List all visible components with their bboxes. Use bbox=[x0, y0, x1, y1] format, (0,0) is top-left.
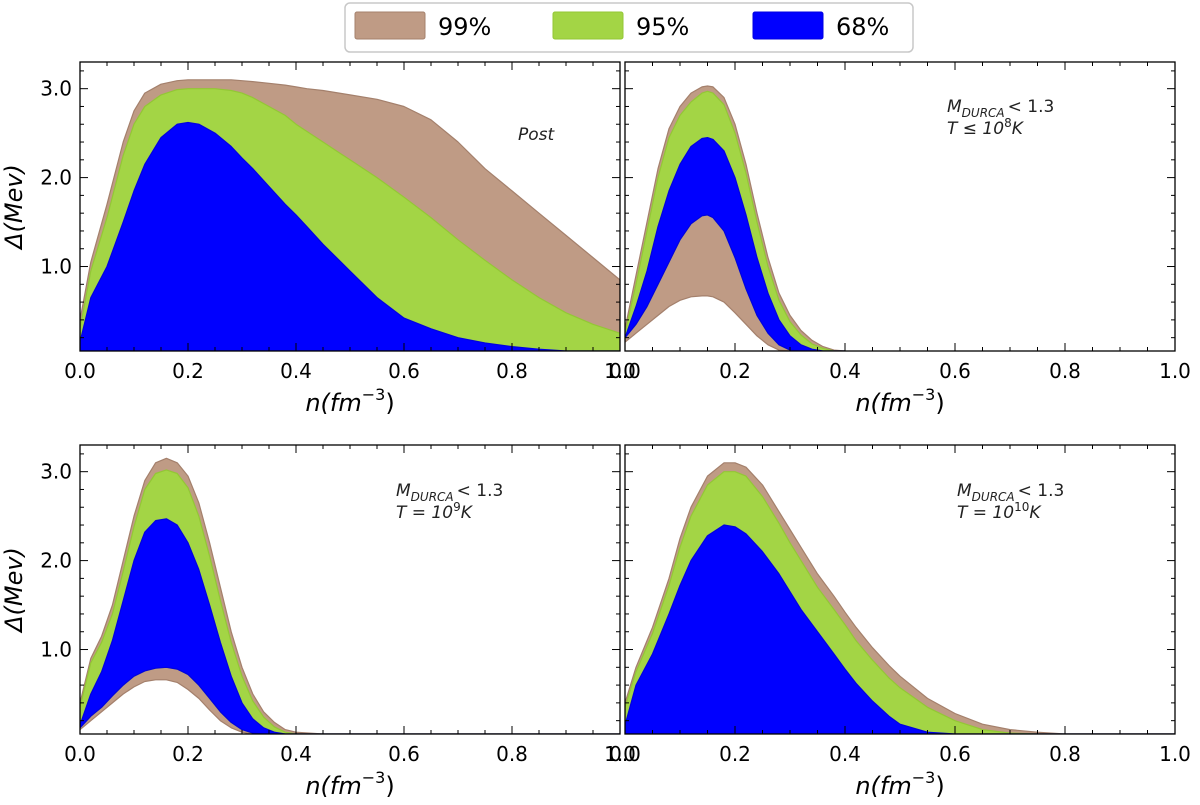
tick-marks bbox=[79, 445, 621, 734]
legend-label-68: 68% bbox=[836, 13, 889, 41]
y-axis-label: Δ(Mev) bbox=[0, 547, 28, 634]
x-tick-label: 0.4 bbox=[280, 359, 312, 383]
x-tick-label: 0.0 bbox=[609, 742, 641, 766]
x-axis-label: n(fm−3) bbox=[855, 768, 944, 800]
band-68-top-left bbox=[80, 121, 620, 351]
band-68-bottom-right bbox=[625, 524, 1175, 734]
x-tick-label: 1.0 bbox=[1159, 742, 1191, 766]
band-68-top-right bbox=[625, 137, 846, 351]
x-tick-label: 0.6 bbox=[939, 742, 971, 766]
y-axis-label: Δ(Mev) bbox=[0, 164, 28, 251]
panel-annotation: Post bbox=[518, 125, 556, 145]
legend-swatch-99 bbox=[354, 11, 426, 40]
annotation-temperature: T = 1010K bbox=[957, 500, 1042, 523]
x-tick-label: 0.6 bbox=[388, 359, 420, 383]
tick-marks bbox=[79, 62, 621, 351]
x-tick-label: 0.4 bbox=[280, 742, 312, 766]
x-tick-label: 0.8 bbox=[1049, 742, 1081, 766]
bands bbox=[80, 457, 620, 734]
y-tick-label: 2.0 bbox=[40, 549, 72, 573]
panel-top-right: 0.0 0.2 0.4 0.6 0.8 1.0 n(fm−3) MDURCA < 1.3T ≤ … bbox=[609, 61, 1191, 417]
bands bbox=[625, 85, 846, 351]
band-68-bottom-left bbox=[80, 518, 620, 734]
x-tick-label: 0.0 bbox=[64, 742, 96, 766]
x-tick-label: 0.6 bbox=[939, 359, 971, 383]
x-tick-label: 1.0 bbox=[604, 742, 636, 766]
y-tick-label: 1.0 bbox=[40, 638, 72, 662]
panel-bottom-left: 0.0 0.2 0.4 0.6 0.8 1.0 1.0 2.0 3.0 n(fm−3) Δ(Mev)… bbox=[0, 444, 636, 800]
x-tick-label: 0.0 bbox=[64, 359, 96, 383]
annotation-mdurca: MDURCA < 1.3 bbox=[396, 481, 503, 504]
x-tick-label: 0.4 bbox=[829, 742, 861, 766]
bands bbox=[625, 462, 1175, 734]
panels: 0.0 0.2 0.4 0.6 0.8 1.0 1.0 2.0 3.0 n(fm−3) Δ(Mev)… bbox=[0, 61, 1191, 800]
y-tick-label: 1.0 bbox=[40, 255, 72, 279]
x-tick-label: 0.2 bbox=[172, 742, 204, 766]
x-tick-label: 0.6 bbox=[388, 742, 420, 766]
annotation-temperature: T ≤ 108K bbox=[947, 116, 1025, 139]
x-tick-label: 1.0 bbox=[604, 359, 636, 383]
x-axis-label: n(fm−3) bbox=[305, 768, 394, 800]
x-tick-label: 0.2 bbox=[719, 359, 751, 383]
panel-top-left: 0.0 0.2 0.4 0.6 0.8 1.0 1.0 2.0 3.0 n(fm−3) Δ(Mev)… bbox=[0, 61, 636, 417]
x-tick-label: 0.0 bbox=[609, 359, 641, 383]
x-tick-label: 0.4 bbox=[829, 359, 861, 383]
y-tick-label: 3.0 bbox=[40, 460, 72, 484]
annotation-temperature: T = 109K bbox=[396, 500, 474, 523]
annotation-mdurca: MDURCA < 1.3 bbox=[947, 97, 1054, 120]
legend-label-95: 95% bbox=[636, 13, 689, 41]
y-tick-label: 2.0 bbox=[40, 166, 72, 190]
tick-marks bbox=[624, 445, 1176, 734]
legend-frame bbox=[344, 2, 914, 53]
tick-marks bbox=[624, 62, 1176, 351]
bands bbox=[80, 79, 620, 351]
x-tick-label: 0.8 bbox=[1049, 359, 1081, 383]
x-tick-label: 0.8 bbox=[496, 359, 528, 383]
x-tick-label: 0.2 bbox=[719, 742, 751, 766]
legend-swatch-95 bbox=[552, 11, 624, 40]
x-axis-label: n(fm−3) bbox=[305, 385, 394, 417]
panel-bottom-right: 0.0 0.2 0.4 0.6 0.8 1.0 n(fm−3) MDURCA < 1.3T = … bbox=[609, 444, 1191, 800]
x-tick-label: 0.2 bbox=[172, 359, 204, 383]
x-axis-label: n(fm−3) bbox=[855, 385, 944, 417]
legend-swatch-68 bbox=[752, 11, 824, 40]
annotation-mdurca: MDURCA < 1.3 bbox=[957, 481, 1064, 504]
legend: 99% 95% 68% bbox=[344, 2, 914, 53]
x-tick-label: 0.8 bbox=[496, 742, 528, 766]
y-tick-label: 3.0 bbox=[40, 77, 72, 101]
x-tick-label: 1.0 bbox=[1159, 359, 1191, 383]
legend-label-99: 99% bbox=[438, 13, 491, 41]
